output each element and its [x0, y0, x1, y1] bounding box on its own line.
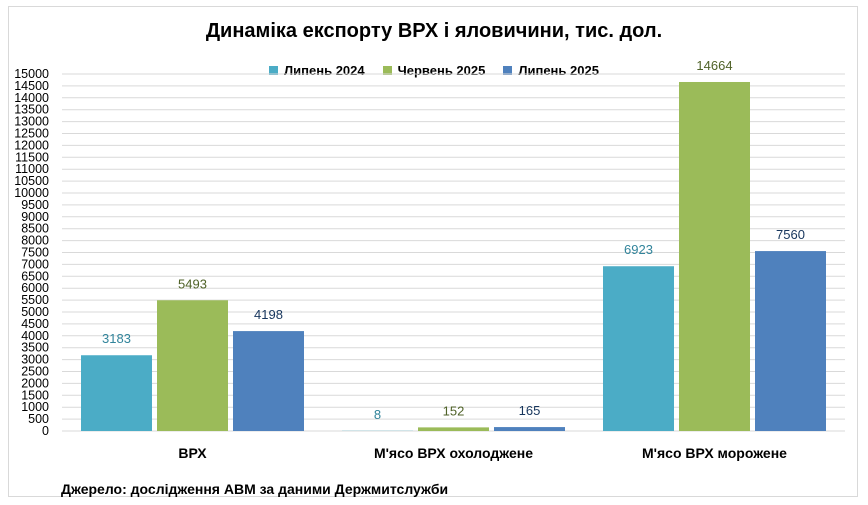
y-tick-label: 12500	[14, 127, 49, 141]
y-tick-label: 5500	[21, 293, 49, 307]
y-tick-label: 6000	[21, 281, 49, 295]
y-tick-label: 10000	[14, 186, 49, 200]
bar	[494, 427, 565, 431]
bar	[233, 331, 304, 431]
source-note: Джерело: дослідження АВМ за даними Держм…	[61, 481, 449, 497]
y-tick-label: 9500	[21, 198, 49, 212]
y-tick-label: 2500	[21, 365, 49, 379]
data-label: 165	[519, 403, 541, 418]
bar	[81, 355, 152, 431]
bar	[603, 266, 674, 431]
y-tick-label: 12000	[14, 138, 49, 152]
data-label: 152	[443, 403, 465, 418]
y-tick-label: 7500	[21, 246, 49, 260]
y-tick-label: 14500	[14, 79, 49, 93]
y-tick-label: 1000	[21, 400, 49, 414]
y-tick-label: 10500	[14, 174, 49, 188]
data-label: 3183	[102, 331, 131, 346]
y-tick-label: 4500	[21, 317, 49, 331]
data-label: 5493	[178, 276, 207, 291]
data-label: 7560	[776, 227, 805, 242]
y-tick-label: 8500	[21, 222, 49, 236]
data-label: 8	[374, 407, 381, 422]
y-tick-label: 9000	[21, 210, 49, 224]
y-tick-label: 500	[28, 412, 49, 426]
legend-swatch	[503, 66, 513, 75]
y-tick-label: 1500	[21, 388, 49, 402]
y-tick-label: 11000	[15, 162, 49, 176]
y-tick-label: 13500	[14, 103, 49, 117]
bar	[418, 427, 489, 431]
y-tick-label: 3500	[21, 341, 49, 355]
y-tick-label: 3000	[21, 353, 49, 367]
category-label: ВРХ	[178, 445, 207, 461]
y-tick-label: 5000	[21, 305, 49, 319]
category-label: М'ясо ВРХ морожене	[642, 445, 787, 461]
data-label: 6923	[624, 242, 653, 257]
data-label: 4198	[254, 307, 283, 322]
y-tick-label: 14000	[14, 91, 49, 105]
chart-title: Динаміка експорту ВРХ і яловичини, тис. …	[205, 20, 663, 42]
y-tick-label: 6500	[21, 269, 49, 283]
y-tick-label: 0	[42, 424, 49, 438]
category-label: М'ясо ВРХ охолоджене	[374, 445, 533, 461]
bar	[679, 81, 750, 432]
y-tick-label: 2000	[21, 376, 49, 390]
bar	[157, 300, 228, 431]
y-tick-label: 13000	[14, 115, 49, 129]
y-tick-label: 7000	[21, 257, 49, 271]
y-tick-label: 15000	[14, 67, 49, 81]
legend-swatch	[269, 66, 279, 75]
bar	[755, 251, 826, 431]
data-label: 14664	[696, 58, 732, 73]
y-tick-label: 4000	[21, 329, 49, 343]
y-tick-label: 8000	[21, 234, 49, 248]
y-tick-label: 11500	[15, 150, 49, 164]
legend-swatch	[382, 66, 392, 75]
